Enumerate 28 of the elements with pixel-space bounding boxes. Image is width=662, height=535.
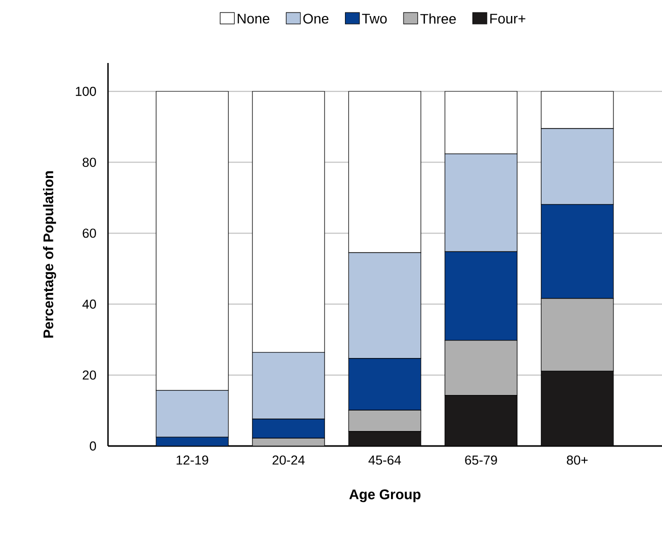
bar (348, 410, 422, 432)
bar (444, 394, 518, 446)
x-tick-label: 80+ (566, 455, 588, 465)
legend-label: One (303, 14, 328, 24)
y-tick-label: 20 (82, 370, 96, 380)
bar (444, 251, 518, 341)
bar (540, 204, 614, 299)
x-tick-label: 12-19 (176, 455, 208, 465)
y-axis-title: Percentage of Population (43, 171, 56, 338)
legend-label: None (238, 14, 270, 24)
y-tick-label: 100 (76, 86, 96, 96)
y-tick-label: 0 (90, 441, 96, 451)
x-tick-label: 65-79 (465, 455, 497, 465)
legend-label: Four+ (490, 14, 526, 24)
x-tick-label: 20-24 (272, 455, 305, 465)
bar (540, 298, 614, 372)
bar (444, 340, 518, 396)
y-tick-label: 60 (82, 228, 96, 238)
x-tick-label: 45-64 (368, 455, 401, 465)
legend-label: Two (362, 14, 387, 24)
bar (252, 418, 325, 438)
legend-label: Three (420, 14, 456, 24)
y-tick-label: 40 (82, 300, 96, 309)
bar (540, 370, 614, 446)
y-tick-label: 80 (82, 158, 96, 167)
x-axis-title: Age Group (349, 489, 420, 502)
bar (348, 431, 422, 446)
bar (348, 358, 422, 410)
